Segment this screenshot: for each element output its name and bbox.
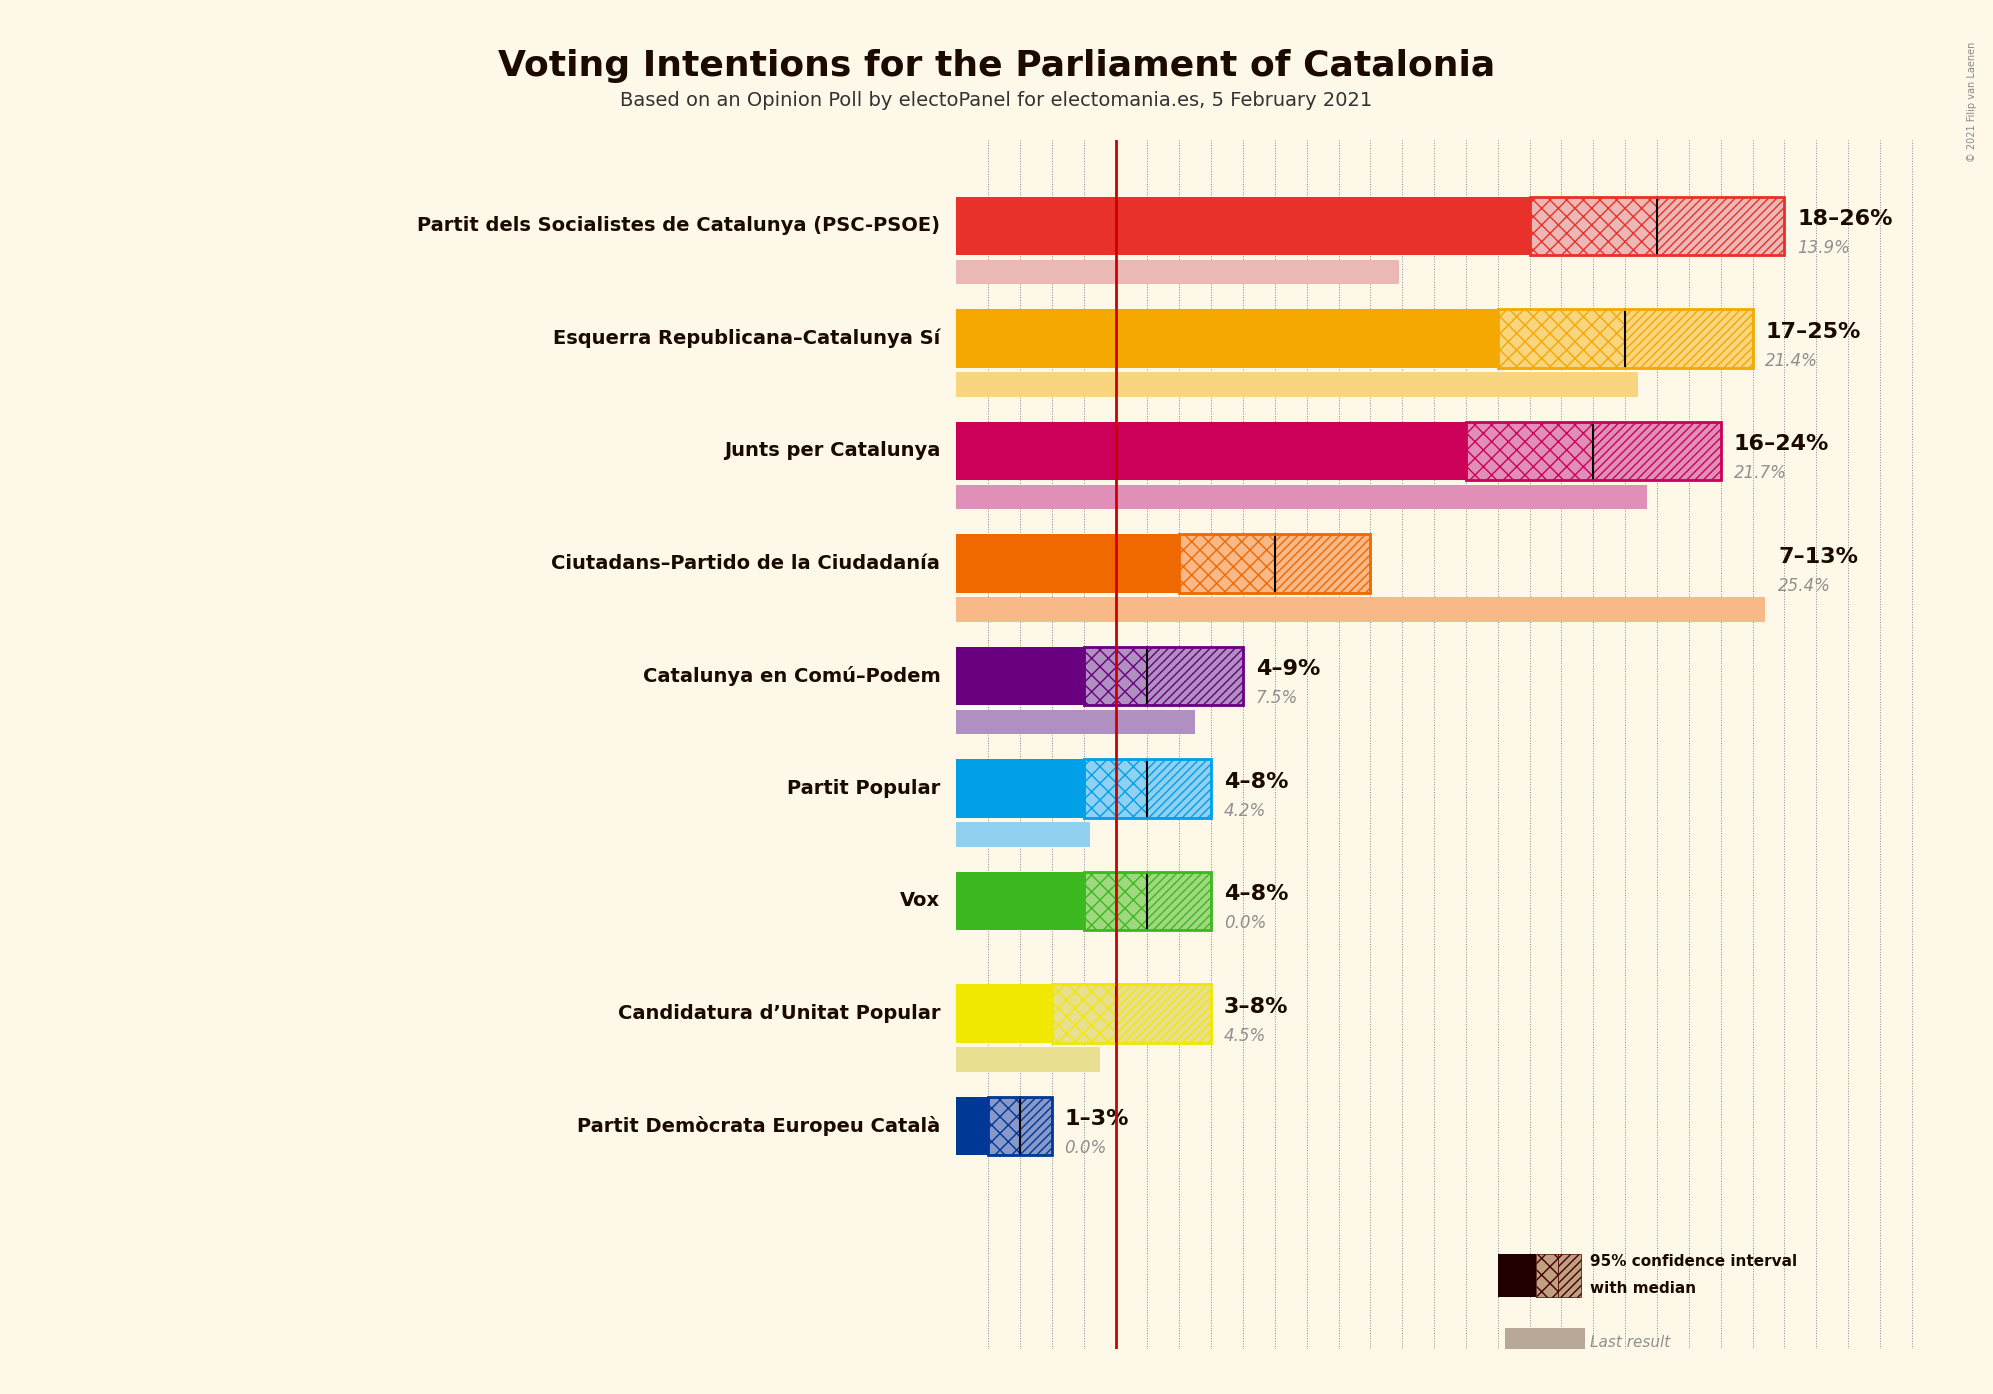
- Text: Based on an Opinion Poll by electoPanel for electomania.es, 5 February 2021: Based on an Opinion Poll by electoPanel …: [620, 91, 1373, 110]
- Bar: [957, 534, 1180, 592]
- Text: Ciutadans–Partido de la Ciudadanía: Ciutadans–Partido de la Ciudadanía: [552, 553, 941, 573]
- Text: 0.0%: 0.0%: [1064, 1139, 1106, 1157]
- Bar: [1656, 197, 1784, 255]
- Bar: [1624, 309, 1752, 368]
- Bar: [1499, 309, 1624, 368]
- Text: Partit dels Socialistes de Catalunya (PSC-PSOE): Partit dels Socialistes de Catalunya (PS…: [417, 216, 941, 236]
- Bar: [957, 372, 1638, 397]
- Text: 4.5%: 4.5%: [1224, 1027, 1266, 1046]
- Text: 18–26%: 18–26%: [1798, 209, 1893, 229]
- Bar: [957, 871, 1084, 930]
- Text: Voting Intentions for the Parliament of Catalonia: Voting Intentions for the Parliament of …: [498, 49, 1495, 82]
- Text: 16–24%: 16–24%: [1734, 434, 1830, 454]
- Text: Esquerra Republicana–Catalunya Sí: Esquerra Republicana–Catalunya Sí: [554, 329, 941, 348]
- Text: Partit Popular: Partit Popular: [787, 779, 941, 797]
- Bar: [1467, 422, 1720, 480]
- Bar: [1052, 984, 1212, 1043]
- Bar: [1505, 1328, 1584, 1358]
- Bar: [957, 197, 1529, 255]
- Bar: [1084, 647, 1148, 705]
- Text: Candidatura d’Unitat Popular: Candidatura d’Unitat Popular: [618, 1004, 941, 1023]
- Text: Junts per Catalunya: Junts per Catalunya: [723, 442, 941, 460]
- Text: 7–13%: 7–13%: [1778, 546, 1857, 567]
- Bar: [957, 485, 1648, 509]
- Text: 25.4%: 25.4%: [1778, 577, 1832, 595]
- Bar: [1084, 760, 1148, 818]
- Bar: [1148, 647, 1244, 705]
- Text: 21.4%: 21.4%: [1766, 351, 1818, 369]
- Text: Last result: Last result: [1590, 1335, 1670, 1351]
- Text: 1–3%: 1–3%: [1064, 1110, 1130, 1129]
- Bar: [1116, 984, 1212, 1043]
- Bar: [1084, 871, 1148, 930]
- Bar: [1180, 534, 1276, 592]
- Bar: [1499, 309, 1752, 368]
- Bar: [957, 710, 1196, 735]
- Bar: [1499, 1255, 1537, 1296]
- Bar: [1276, 534, 1371, 592]
- Text: 17–25%: 17–25%: [1766, 322, 1861, 342]
- Bar: [989, 1097, 1020, 1156]
- Bar: [957, 259, 1399, 284]
- Text: 3–8%: 3–8%: [1224, 997, 1287, 1016]
- Bar: [1084, 871, 1212, 930]
- Bar: [957, 760, 1084, 818]
- Bar: [1148, 871, 1212, 930]
- Bar: [989, 1097, 1052, 1156]
- Bar: [1559, 1255, 1580, 1296]
- Bar: [1084, 647, 1244, 705]
- Text: Vox: Vox: [901, 891, 941, 910]
- Bar: [957, 647, 1084, 705]
- Text: 4.2%: 4.2%: [1224, 802, 1266, 820]
- Bar: [1180, 534, 1371, 592]
- Text: 4–8%: 4–8%: [1224, 884, 1287, 905]
- Bar: [1148, 760, 1212, 818]
- Bar: [957, 422, 1467, 480]
- Bar: [1537, 1255, 1559, 1296]
- Bar: [957, 597, 1766, 622]
- Bar: [957, 822, 1090, 848]
- Bar: [1592, 422, 1720, 480]
- Bar: [1084, 760, 1212, 818]
- Text: 13.9%: 13.9%: [1798, 240, 1850, 258]
- Bar: [1052, 984, 1116, 1043]
- Bar: [1020, 1097, 1052, 1156]
- Text: 4–8%: 4–8%: [1224, 772, 1287, 792]
- Bar: [957, 1047, 1100, 1072]
- Bar: [1529, 197, 1656, 255]
- Text: 95% confidence interval: 95% confidence interval: [1590, 1255, 1798, 1270]
- Text: 21.7%: 21.7%: [1734, 464, 1786, 482]
- Text: © 2021 Filip van Laenen: © 2021 Filip van Laenen: [1967, 42, 1977, 162]
- Text: 4–9%: 4–9%: [1256, 659, 1319, 679]
- Text: with median: with median: [1590, 1281, 1696, 1296]
- Text: 0.0%: 0.0%: [1224, 914, 1266, 933]
- Text: Partit Demòcrata Europeu Català: Partit Demòcrata Europeu Català: [578, 1115, 941, 1136]
- Bar: [957, 309, 1499, 368]
- Bar: [957, 984, 1052, 1043]
- Text: Catalunya en Comú–Podem: Catalunya en Comú–Podem: [642, 666, 941, 686]
- Bar: [957, 1097, 989, 1156]
- Bar: [1467, 422, 1592, 480]
- Bar: [1529, 197, 1784, 255]
- Text: 7.5%: 7.5%: [1256, 690, 1297, 707]
